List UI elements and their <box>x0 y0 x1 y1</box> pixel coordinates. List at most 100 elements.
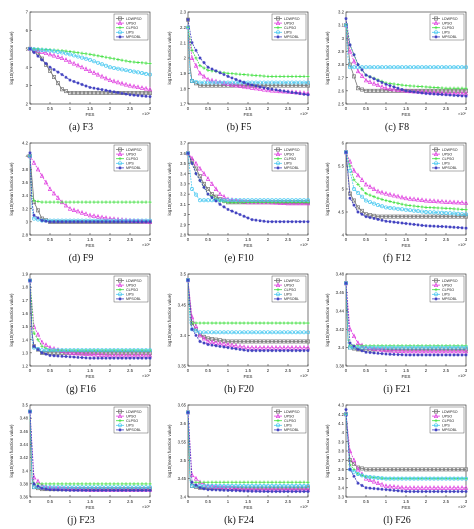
series-point-ldwpso <box>76 91 80 95</box>
series-point-lips <box>238 330 242 335</box>
series-point-clpso-shape <box>198 480 202 484</box>
series-point-upso-shape <box>95 351 101 357</box>
series-point-lips-shape <box>278 198 282 203</box>
series-point-clpso <box>100 482 104 486</box>
y-tick-label: 2 <box>26 102 29 107</box>
series-point-lips-shape <box>396 476 400 481</box>
legend-entry-ldwpso: LDWPSO <box>442 17 458 21</box>
series-point-mpsobl <box>190 480 194 484</box>
series-point-mpsobl <box>344 281 348 285</box>
series-point-mpsobl-shape <box>266 349 270 353</box>
series-point-clpso-shape <box>278 480 282 484</box>
series-point-mpsobl <box>64 354 68 359</box>
series-point-mpsobl <box>388 220 392 224</box>
series-point-upso <box>63 202 69 208</box>
series-point-mpsobl-shape <box>226 74 230 78</box>
series-point-upso-shape <box>245 84 251 90</box>
series-point-lips-shape <box>64 51 68 56</box>
series-point-upso-shape <box>351 58 357 64</box>
series-point-lips-shape <box>424 476 428 481</box>
series-point-lips-shape <box>222 330 226 335</box>
series-point-lips <box>140 71 144 76</box>
series-point-clpso-shape <box>60 200 64 204</box>
series-point-upso-shape <box>439 198 445 204</box>
series-point-mpsobl-shape <box>202 487 206 491</box>
series-point-clpso <box>202 66 206 70</box>
series-point-clpso <box>132 200 136 204</box>
series-point-upso-shape <box>91 69 97 75</box>
series-point-lips <box>32 47 36 52</box>
chart-caption: (a) F3 <box>68 122 94 133</box>
series-point-mpsobl <box>372 77 376 81</box>
series-point-lips <box>460 345 464 350</box>
series-point-mpsobl-shape <box>396 489 400 493</box>
series-point-upso-shape <box>371 186 377 191</box>
series-point-upso <box>99 73 105 79</box>
legend-marker-shape <box>276 147 280 152</box>
legend-marker-shape <box>275 282 281 288</box>
series-point-mpsobl-shape <box>408 353 412 357</box>
series-point-mpsobl <box>132 488 136 493</box>
series-point-lips-shape <box>432 476 436 481</box>
series-point-ldwpso <box>48 68 52 73</box>
y-tick-label: 3.5 <box>22 403 29 408</box>
series-point-clpso-shape <box>266 74 270 78</box>
series-point-clpso-shape <box>444 86 448 90</box>
series-point-mpsobl <box>400 353 404 357</box>
series-point-mpsobl <box>364 350 368 354</box>
series-point-upso-shape <box>35 166 41 172</box>
series-point-lips-shape <box>230 484 234 488</box>
series-point-clpso <box>258 74 262 78</box>
series-point-mpsobl-shape <box>234 489 238 493</box>
y-tick-label: 3.46 <box>20 429 29 434</box>
series-point-mpsobl <box>428 224 432 228</box>
series-point-mpsobl-shape <box>360 483 364 488</box>
series-point-mpsobl-shape <box>108 220 112 224</box>
series-point-lips-shape <box>448 345 452 350</box>
series-point-mpsobl-shape <box>218 202 222 206</box>
series-point-mpsobl <box>140 356 144 360</box>
x-tick-label: 1.5 <box>245 237 252 242</box>
series-line-ldwpso <box>187 19 308 86</box>
series-point-mpsobl-shape <box>190 161 194 166</box>
series-point-mpsobl <box>206 488 210 492</box>
series-point-upso <box>411 196 417 202</box>
series-point-lips <box>372 201 376 206</box>
series-point-mpsobl-shape <box>432 92 436 96</box>
series-point-lips-shape <box>444 65 448 70</box>
x-tick-label: 3 <box>307 237 310 242</box>
legend-marker <box>118 288 122 292</box>
series-point-mpsobl <box>120 488 124 493</box>
series-point-upso <box>455 485 461 490</box>
series-point-clpso <box>262 74 266 78</box>
series-point-mpsobl <box>64 220 68 224</box>
series-point-clpso <box>428 205 432 210</box>
series-point-clpso <box>302 321 306 325</box>
y-tick-label: 2.8 <box>338 62 345 67</box>
legend-marker <box>276 409 280 414</box>
series-point-lips <box>400 207 404 212</box>
series-point-lips <box>242 330 246 335</box>
series-point-lips <box>460 65 464 70</box>
x-tick-label: 0.5 <box>363 368 370 373</box>
series-point-clpso-shape <box>258 74 262 78</box>
series-point-ldwpso-shape <box>36 208 40 213</box>
series-point-upso-shape <box>375 480 381 485</box>
series-point-clpso <box>72 482 76 486</box>
series-point-lips-shape <box>246 330 250 335</box>
series-point-upso-shape <box>399 348 405 354</box>
series-point-mpsobl-shape <box>388 352 392 356</box>
series-point-mpsobl-shape <box>250 83 254 87</box>
series-point-upso-shape <box>427 485 433 490</box>
x-tick-label: 3 <box>307 368 310 373</box>
series-point-lips-shape <box>440 476 444 481</box>
series-point-mpsobl-shape <box>148 95 152 99</box>
series-point-lips-shape <box>400 65 404 70</box>
series-point-lips <box>416 476 420 481</box>
series-point-upso-shape <box>55 195 61 200</box>
series-point-upso <box>47 51 53 57</box>
series-point-upso <box>107 77 113 83</box>
series-point-mpsobl <box>396 86 400 90</box>
series-point-clpso <box>242 72 246 77</box>
series-point-mpsobl <box>274 220 278 224</box>
